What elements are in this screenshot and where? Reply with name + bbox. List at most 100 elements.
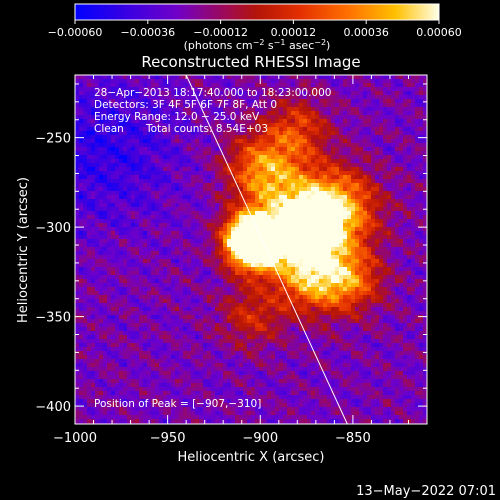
heatmap-cell	[343, 195, 348, 200]
heatmap-cell	[135, 295, 140, 300]
heatmap-cell	[99, 259, 104, 264]
heatmap-cell	[131, 191, 136, 196]
heatmap-cell	[231, 131, 236, 136]
heatmap-cell	[127, 107, 132, 112]
heatmap-cell	[159, 203, 164, 208]
heatmap-cell	[159, 135, 164, 140]
heatmap-cell	[187, 263, 192, 268]
heatmap-cell	[79, 239, 84, 244]
heatmap-cell	[359, 167, 364, 172]
heatmap-cell	[247, 103, 252, 108]
heatmap-cell	[279, 219, 284, 224]
heatmap-cell	[151, 171, 156, 176]
heatmap-cell	[383, 247, 388, 252]
heatmap-cell	[119, 267, 124, 272]
heatmap-cell	[139, 79, 144, 84]
heatmap-cell	[203, 199, 208, 204]
heatmap-cell	[387, 103, 392, 108]
heatmap-cell	[251, 131, 256, 136]
heatmap-cell	[167, 87, 172, 92]
heatmap-cell	[183, 275, 188, 280]
heatmap-cell	[315, 127, 320, 132]
heatmap-cell	[279, 231, 284, 236]
heatmap-cell	[87, 159, 92, 164]
heatmap-cell	[287, 275, 292, 280]
heatmap-cell	[171, 179, 176, 184]
heatmap-cell	[335, 127, 340, 132]
heatmap-cell	[375, 207, 380, 212]
heatmap-cell	[283, 215, 288, 220]
heatmap-cell	[395, 123, 400, 128]
heatmap-cell	[207, 207, 212, 212]
heatmap-cell	[315, 239, 320, 244]
heatmap-cell	[91, 167, 96, 172]
heatmap-cell	[159, 247, 164, 252]
heatmap-cell	[127, 271, 132, 276]
heatmap-cell	[375, 167, 380, 172]
heatmap-cell	[227, 231, 232, 236]
heatmap-cell	[107, 135, 112, 140]
heatmap-cell	[239, 187, 244, 192]
heatmap-cell	[363, 251, 368, 256]
heatmap-cell	[243, 75, 248, 80]
heatmap-cell	[279, 135, 284, 140]
heatmap-cell	[407, 167, 412, 172]
heatmap-cell	[291, 203, 296, 208]
heatmap-cell	[387, 255, 392, 260]
heatmap-cell	[119, 107, 124, 112]
heatmap-cell	[215, 103, 220, 108]
heatmap-cell	[415, 179, 420, 184]
heatmap-cell	[299, 159, 304, 164]
heatmap-cell	[171, 243, 176, 248]
heatmap-cell	[327, 215, 332, 220]
heatmap-cell	[387, 279, 392, 284]
heatmap-cell	[335, 227, 340, 232]
heatmap-cell	[103, 115, 108, 120]
heatmap-cell	[267, 151, 272, 156]
heatmap-cell	[139, 175, 144, 180]
heatmap-cell	[379, 239, 384, 244]
heatmap-cell	[415, 219, 420, 224]
heatmap-cell	[355, 167, 360, 172]
heatmap-cell	[135, 215, 140, 220]
heatmap-cell	[379, 195, 384, 200]
heatmap-cell	[207, 219, 212, 224]
heatmap-cell	[175, 231, 180, 236]
heatmap-cell	[287, 75, 292, 80]
heatmap-cell	[407, 119, 412, 124]
heatmap-cell	[183, 279, 188, 284]
heatmap-cell	[327, 95, 332, 100]
heatmap-cell	[135, 167, 140, 172]
heatmap-cell	[171, 231, 176, 236]
heatmap-cell	[255, 179, 260, 184]
heatmap-cell	[115, 163, 120, 168]
heatmap-cell	[111, 191, 116, 196]
heatmap-cell	[283, 299, 288, 304]
heatmap-cell	[331, 211, 336, 216]
heatmap-cell	[195, 135, 200, 140]
heatmap-cell	[179, 159, 184, 164]
heatmap-cell	[239, 195, 244, 200]
heatmap-cell	[175, 219, 180, 224]
heatmap-cell	[419, 287, 424, 292]
heatmap-cell	[351, 275, 356, 280]
heatmap-cell	[279, 83, 284, 88]
heatmap-cell	[223, 271, 228, 276]
heatmap-cell	[259, 211, 264, 216]
heatmap-cell	[315, 187, 320, 192]
heatmap-cell	[239, 87, 244, 92]
heatmap-cell	[95, 231, 100, 236]
heatmap-cell	[203, 151, 208, 156]
heatmap-cell	[275, 187, 280, 192]
heatmap-cell	[163, 155, 168, 160]
heatmap-cell	[127, 179, 132, 184]
heatmap-cell	[395, 179, 400, 184]
heatmap-cell	[291, 231, 296, 236]
heatmap-cell	[227, 103, 232, 108]
heatmap-cell	[355, 139, 360, 144]
heatmap-cell	[375, 79, 380, 84]
heatmap-cell	[199, 219, 204, 224]
heatmap-cell	[199, 215, 204, 220]
heatmap-cell	[247, 191, 252, 196]
heatmap-cell	[211, 287, 216, 292]
